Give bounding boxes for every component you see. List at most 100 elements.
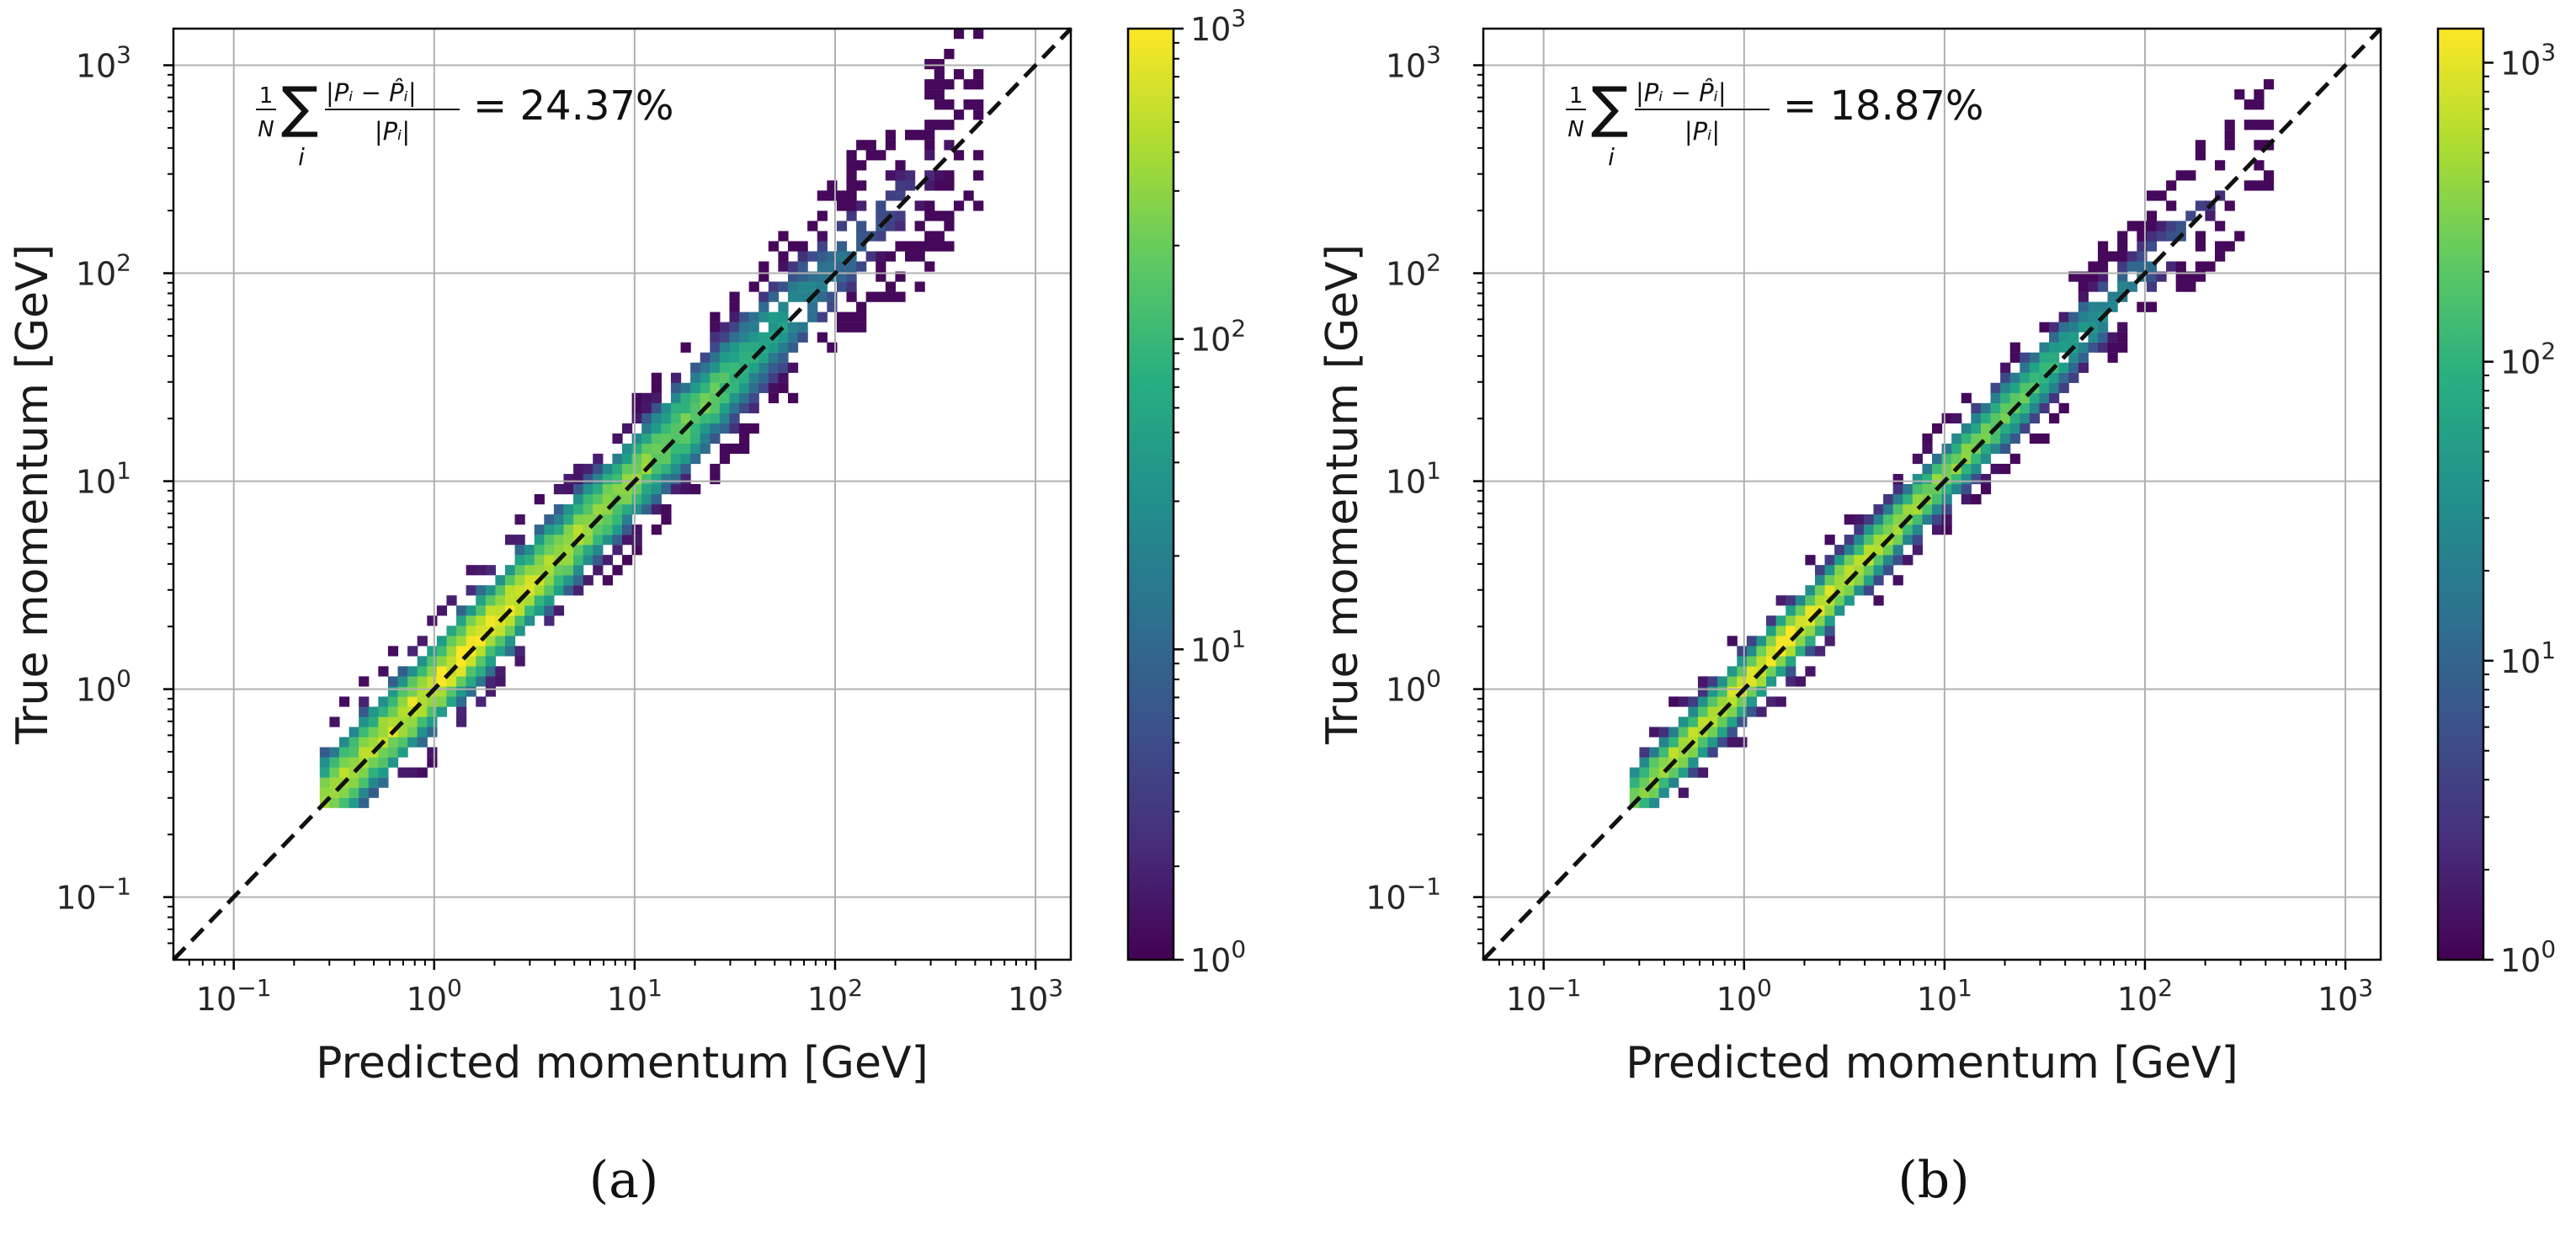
y-tick-label: 103: [76, 41, 131, 85]
histogram-cell: [661, 473, 672, 485]
histogram-cell: [758, 332, 769, 343]
histogram-cell: [729, 311, 740, 322]
histogram-cell: [1688, 706, 1699, 717]
histogram-cell: [573, 524, 584, 535]
histogram-cell: [661, 413, 672, 424]
histogram-cell: [944, 140, 955, 151]
histogram-cell: [338, 696, 350, 707]
histogram-cell: [924, 241, 935, 252]
histogram-cell: [1786, 615, 1796, 626]
histogram-cell: [1961, 392, 1972, 403]
histogram-cell: [2195, 150, 2206, 161]
histogram-cell: [748, 372, 759, 383]
histogram-cell: [2009, 423, 2020, 434]
histogram-cell: [836, 200, 848, 211]
histogram-cell: [368, 757, 379, 768]
histogram-cell: [670, 443, 682, 455]
histogram-cell: [553, 483, 565, 495]
histogram-cell: [661, 483, 672, 495]
histogram-cell: [485, 656, 496, 667]
histogram-cell: [2009, 342, 2020, 353]
histogram-cell: [739, 423, 750, 434]
histogram-cell: [973, 170, 984, 181]
histogram-cell: [1912, 473, 1924, 485]
histogram-cell: [797, 241, 808, 252]
histogram-cell: [1717, 686, 1728, 697]
histogram-cell: [680, 382, 691, 393]
histogram-cell: [768, 362, 779, 373]
histogram-cell: [593, 535, 604, 546]
histogram-cell: [436, 706, 448, 717]
histogram-cell: [446, 676, 457, 687]
histogram-cell: [476, 666, 487, 677]
histogram-cell: [1688, 716, 1699, 727]
histogram-cell: [1775, 696, 1786, 707]
y-tick-label: 10−1: [1365, 873, 1441, 917]
histogram-cell: [1932, 494, 1943, 505]
histogram-cell: [1824, 575, 1835, 586]
histogram-cell: [661, 463, 672, 475]
histogram-cell: [397, 737, 408, 748]
histogram-cell: [378, 777, 389, 788]
histogram-cell: [524, 565, 535, 576]
histogram-cell: [1883, 555, 1894, 566]
histogram-cell: [2020, 402, 2030, 413]
y-tick-label: 100: [1386, 665, 1441, 709]
histogram-cell: [456, 646, 467, 657]
histogram-cell: [1922, 443, 1933, 455]
histogram-cell: [719, 352, 731, 363]
histogram-cell: [476, 595, 487, 606]
histogram-cell: [1707, 686, 1718, 697]
histogram-cell: [514, 565, 525, 576]
histogram-cell: [1912, 535, 1924, 546]
histogram-cell: [778, 251, 789, 262]
histogram-cell: [1766, 625, 1777, 636]
histogram-cell: [495, 585, 506, 596]
histogram-cell: [1824, 585, 1835, 596]
histogram-cell: [349, 777, 359, 788]
histogram-cell: [583, 473, 593, 485]
histogram-cell: [924, 210, 935, 221]
histogram-cell: [612, 545, 623, 556]
histogram-cell: [1795, 615, 1806, 626]
histogram-cell: [680, 483, 691, 495]
histogram-cell: [895, 271, 906, 282]
histogram-cell: [407, 686, 418, 697]
histogram-cell: [417, 767, 428, 778]
histogram-cell: [846, 281, 857, 292]
histogram-cell: [1980, 413, 1992, 424]
histogram-cell: [329, 777, 340, 788]
histogram-cell: [2049, 413, 2060, 424]
histogram-cell: [1766, 696, 1777, 707]
histogram-cell: [934, 59, 945, 70]
histogram-cell: [778, 352, 789, 363]
histogram-cell: [2215, 241, 2226, 252]
histogram-cell: [2020, 372, 2030, 383]
histogram-cell: [338, 747, 350, 758]
histogram-cell: [2000, 443, 2011, 455]
histogram-cell: [553, 514, 565, 525]
histogram-cell: [1912, 514, 1924, 525]
histogram-cell: [924, 130, 935, 141]
histogram-cell: [651, 433, 662, 444]
histogram-cell: [1922, 504, 1933, 515]
histogram-cell: [651, 372, 662, 383]
histogram-cell: [797, 251, 808, 262]
histogram-cell: [729, 402, 740, 413]
histogram-cell: [359, 696, 370, 707]
histogram-cell: [563, 504, 574, 515]
histogram-cell: [914, 130, 925, 141]
histogram-cell: [2263, 170, 2275, 181]
histogram-cell: [2000, 372, 2011, 383]
histogram-cell: [748, 322, 759, 333]
y-tick-label: 102: [76, 249, 131, 293]
histogram-cell: [651, 402, 662, 413]
plot-frame: [172, 27, 1072, 961]
histogram-cell: [1883, 514, 1894, 525]
histogram-cell: [2107, 251, 2118, 262]
histogram-cell: [612, 473, 623, 485]
histogram-cell: [2224, 130, 2235, 141]
histogram-cell: [553, 524, 565, 535]
histogram-cell: [1805, 555, 1816, 566]
histogram-cell: [1688, 727, 1699, 737]
